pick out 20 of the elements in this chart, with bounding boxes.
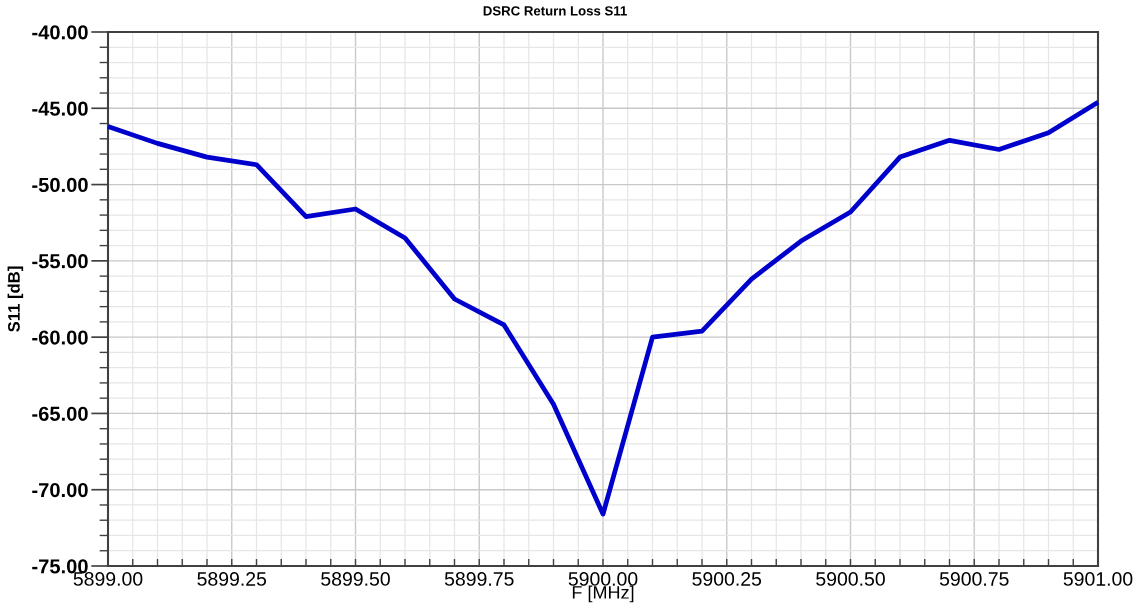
y-tick-label: -60.00 bbox=[32, 330, 88, 345]
x-tick-label: 5899.00 bbox=[73, 572, 143, 586]
y-tick-label: -45.00 bbox=[32, 101, 88, 116]
y-tick-label: -75.00 bbox=[32, 559, 88, 574]
y-tick-label: -50.00 bbox=[32, 177, 88, 193]
y-tick-label: -55.00 bbox=[32, 254, 88, 269]
y-tick-label: -65.00 bbox=[32, 406, 88, 421]
x-tick-label: 5900.50 bbox=[816, 572, 885, 586]
x-tick-label: 5900.00 bbox=[568, 572, 638, 586]
y-tick-label: -40.00 bbox=[32, 25, 88, 40]
x-tick-label: 5901.00 bbox=[1063, 572, 1133, 586]
x-tick-label: 5899.25 bbox=[197, 572, 267, 586]
x-tick-label: 5900.25 bbox=[692, 572, 762, 586]
chart-title: DSRC Return Loss S11 bbox=[483, 6, 627, 16]
x-axis-title: F [MHz] bbox=[572, 585, 634, 603]
x-tick-label: 5900.75 bbox=[939, 572, 1009, 586]
x-tick-label: 5899.75 bbox=[444, 572, 514, 586]
y-axis-title: S11 [dB] bbox=[7, 266, 24, 332]
y-tick-label: -70.00 bbox=[32, 482, 88, 498]
x-tick-label: 5899.50 bbox=[321, 572, 390, 586]
